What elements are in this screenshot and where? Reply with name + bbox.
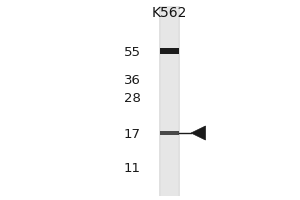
Text: 28: 28: [124, 92, 141, 106]
Polygon shape: [191, 126, 206, 140]
Bar: [160, 131, 179, 135]
Bar: [161, 6, 178, 196]
Text: 17: 17: [124, 128, 141, 140]
Text: 11: 11: [124, 162, 141, 176]
Bar: [159, 6, 180, 196]
Text: K562: K562: [152, 6, 187, 20]
Bar: [160, 48, 179, 54]
Text: 36: 36: [124, 74, 141, 88]
Text: 55: 55: [124, 46, 141, 60]
